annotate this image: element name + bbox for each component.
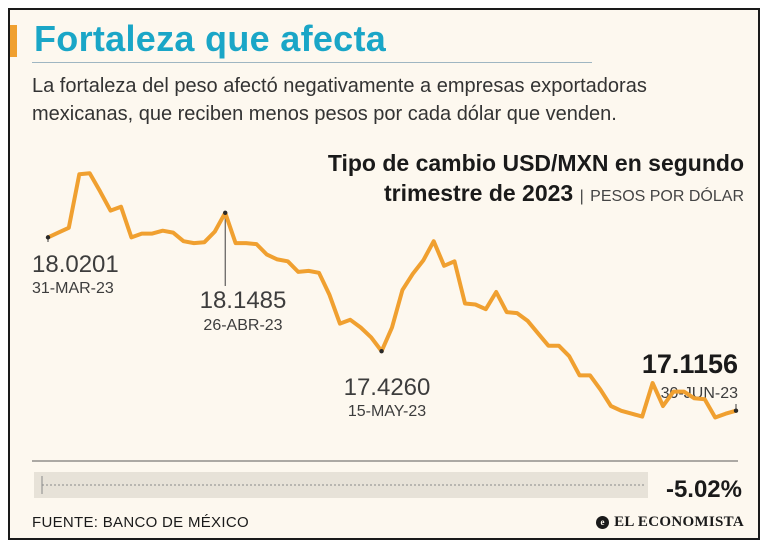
change-percent: -5.02%: [665, 476, 742, 503]
data-point-marker: [379, 349, 384, 354]
title-divider: [32, 62, 592, 63]
data-label-date: 31-MAR-23: [32, 280, 114, 297]
page-title: Fortaleza que afecta: [34, 18, 387, 59]
chart-title-separator: |: [579, 188, 584, 205]
data-label-date: 26-ABR-23: [203, 317, 282, 334]
chart-title-line2-row: trimestre de 2023 | PESOS POR DÓLAR: [274, 178, 744, 212]
data-label-date: 30-JUN-23: [661, 385, 738, 402]
chart-unit: PESOS POR DÓLAR: [590, 188, 744, 205]
change-band: [32, 460, 738, 498]
series-line-usd-mxn: [46, 171, 738, 420]
accent-bar: [10, 25, 17, 57]
description: La fortaleza del peso afectó negativamen…: [32, 75, 647, 125]
infographic-card: Fortaleza que afecta La fortaleza del pe…: [8, 8, 760, 540]
chart-title-line2: trimestre de 2023: [384, 180, 574, 206]
line-chart: 18.0201 31-MAR-23 18.1485 26-ABR-23 17.4260 1…: [32, 171, 739, 498]
change-bar: [34, 472, 648, 498]
chart-title-line1: Tipo de cambio USD/MXN en segundo: [327, 150, 744, 176]
chart-markers: [45, 210, 739, 413]
source-note: FUENTE: BANCO DE MÉXICO: [32, 514, 249, 531]
data-label-value: 18.0201: [32, 251, 119, 278]
data-label-value: 18.1485: [200, 287, 287, 314]
brand-logo: e EL ECONOMISTA: [596, 514, 744, 531]
data-label-value: 17.4260: [344, 374, 431, 401]
data-point-marker: [733, 408, 739, 413]
data-point-marker: [45, 235, 51, 240]
data-label-date: 15-MAY-23: [348, 403, 426, 420]
chart-callouts: 18.0201 31-MAR-23 18.1485 26-ABR-23 17.4260 1…: [32, 212, 738, 420]
chart-title: Tipo de cambio USD/MXN en segundo trimes…: [274, 148, 744, 212]
data-label-value: 17.1156: [642, 349, 738, 379]
brand-logo-icon: e: [596, 516, 610, 529]
brand-name: EL ECONOMISTA: [614, 514, 744, 530]
data-point-marker: [223, 210, 228, 215]
